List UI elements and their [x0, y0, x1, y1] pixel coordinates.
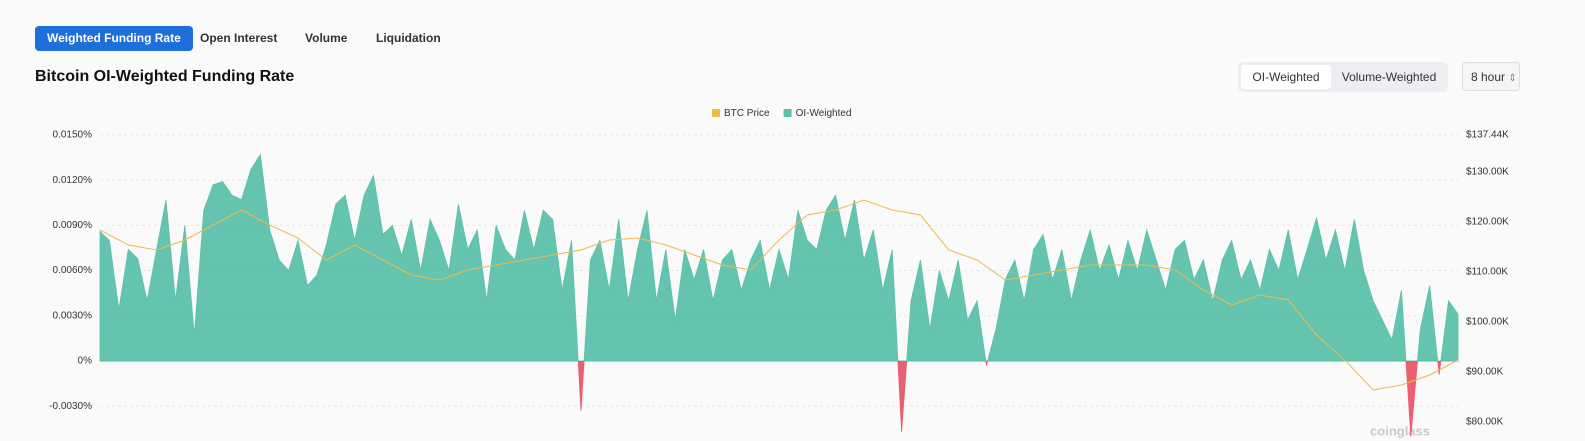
y2-tick-label: $90.00K — [1466, 367, 1504, 378]
interval-value: 8 hour — [1471, 70, 1506, 84]
legend-label: OI-Weighted — [796, 108, 852, 119]
y2-tick-label: $120.00K — [1466, 217, 1509, 228]
funding-area — [99, 153, 1459, 437]
legend-swatch — [712, 109, 720, 117]
y-tick-label: 0.0150% — [53, 130, 93, 141]
y2-tick-label: $110.00K — [1466, 267, 1508, 278]
tab[interactable]: Liquidation — [376, 31, 441, 45]
toggle-group: OI-Weighted Volume-Weighted — [1238, 62, 1448, 92]
y-tick-label: 0.0060% — [53, 265, 93, 276]
y2-tick-label: $137.44K — [1466, 129, 1509, 140]
watermark: coinglass — [1370, 423, 1430, 438]
tab[interactable]: Weighted Funding Rate — [35, 26, 193, 51]
legend-label: BTC Price — [724, 108, 770, 119]
y-tick-label: 0.0090% — [53, 220, 93, 231]
y2-tick-label: $100.00K — [1466, 317, 1509, 328]
legend-swatch — [783, 109, 792, 117]
toggle-option[interactable]: Volume-Weighted — [1341, 70, 1437, 84]
interval-select[interactable]: 8 hour ⇕ — [1462, 62, 1520, 91]
chart-title: Bitcoin OI-Weighted Funding Rate — [35, 68, 295, 85]
tab[interactable]: Open Interest — [200, 31, 278, 45]
y2-tick-label: $80.00K — [1466, 417, 1504, 428]
y-tick-label: -0.0030% — [49, 401, 92, 412]
y-tick-label: 0% — [78, 356, 93, 367]
y2-tick-label: $130.00K — [1466, 167, 1509, 178]
price-line — [99, 199, 1459, 391]
y-tick-label: 0.0120% — [53, 175, 93, 186]
tab[interactable]: Volume — [305, 31, 348, 45]
toggle-option[interactable]: OI-Weighted — [1241, 65, 1331, 89]
y-tick-label: 0.0030% — [53, 310, 93, 321]
